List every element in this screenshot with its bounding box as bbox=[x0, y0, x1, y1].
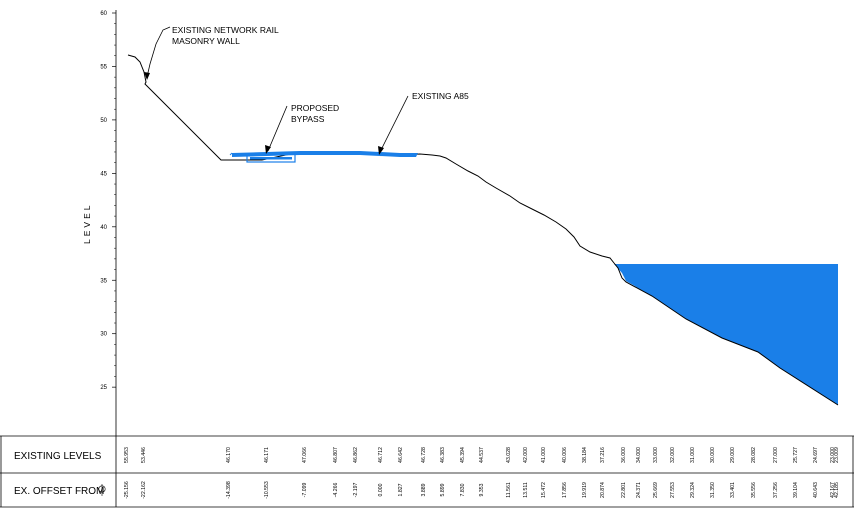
offset-cell: 7.830 bbox=[460, 483, 466, 496]
offset-cell: 42.185 bbox=[834, 482, 840, 498]
table-cells: 55.953 53.446 46.170 46.171 47.066 46.807 46.8… bbox=[124, 447, 840, 499]
level-cell: 47.066 bbox=[302, 447, 308, 463]
offset-cell: 19.919 bbox=[582, 482, 588, 498]
y-tick-label: 55 bbox=[100, 64, 107, 70]
level-cell: 42.000 bbox=[523, 447, 529, 463]
level-cell: 28.082 bbox=[751, 447, 757, 463]
offset-cell: 13.511 bbox=[523, 482, 529, 498]
level-cell: 46.383 bbox=[440, 447, 446, 463]
level-cell: 23.000 bbox=[830, 447, 836, 463]
offset-cell: 9.353 bbox=[479, 483, 485, 496]
bypass-road-fill bbox=[232, 151, 418, 157]
offset-cell: 33.401 bbox=[730, 482, 736, 498]
ground-profile-line bbox=[127, 54, 839, 406]
offset-header: EX. OFFSET FROM bbox=[14, 486, 104, 497]
level-cell: 41.000 bbox=[541, 447, 547, 463]
offset-cell: 31.350 bbox=[710, 482, 716, 498]
annotation-wall-line2: MASONRY WALL bbox=[172, 36, 240, 46]
offset-cell: 5.899 bbox=[440, 483, 446, 496]
level-cell: 27.000 bbox=[773, 447, 779, 463]
level-cell: 46.171 bbox=[264, 447, 270, 463]
level-cell: 55.953 bbox=[124, 447, 130, 463]
y-axis-title: LEVEL bbox=[82, 203, 92, 244]
y-tick-label: 25 bbox=[100, 385, 107, 391]
offset-cell: -14.398 bbox=[226, 481, 232, 499]
bypass-leader-arrow bbox=[265, 145, 271, 154]
level-cell: 53.446 bbox=[141, 447, 147, 463]
a85-leader-line bbox=[379, 95, 409, 153]
offset-cell: -25.156 bbox=[124, 481, 130, 499]
fill-region bbox=[614, 264, 838, 405]
wall-leader-arrow bbox=[144, 72, 150, 80]
annotation-bypass-line2: BYPASS bbox=[291, 114, 325, 124]
annotation-a85: EXISTING A85 bbox=[412, 91, 469, 101]
level-cell: 37.216 bbox=[600, 447, 606, 463]
y-tick-label: 50 bbox=[100, 118, 107, 124]
bypass-box-inner bbox=[250, 157, 292, 160]
y-axis-ticks: 60 55 50 45 40 35 30 25 bbox=[100, 11, 116, 391]
y-tick-label: 30 bbox=[100, 332, 107, 338]
level-cell: 46.712 bbox=[378, 447, 384, 463]
level-cell: 45.394 bbox=[460, 447, 466, 463]
offset-cell: 0.000 bbox=[378, 483, 384, 496]
offset-cell: 35.556 bbox=[751, 482, 757, 498]
y-tick-label: 60 bbox=[100, 11, 107, 17]
level-cell: 44.537 bbox=[479, 447, 485, 463]
offset-cell: 22.801 bbox=[621, 482, 627, 498]
bypass-leader-line bbox=[267, 105, 288, 152]
level-cell: 30.000 bbox=[710, 447, 716, 463]
offset-cell: 25.669 bbox=[653, 482, 659, 498]
y-tick-label: 40 bbox=[100, 225, 107, 231]
offset-cell: 24.371 bbox=[636, 482, 642, 498]
offset-cell: 42.167 bbox=[830, 482, 836, 498]
offset-cell: 29.324 bbox=[690, 482, 696, 498]
existing-levels-header: EXISTING LEVELS bbox=[14, 451, 102, 462]
offset-cell: 39.104 bbox=[793, 482, 799, 498]
level-cell: 46.728 bbox=[421, 447, 427, 463]
y-tick-label: 45 bbox=[100, 171, 107, 177]
offset-cell: 27.553 bbox=[670, 482, 676, 498]
wall-leader-line bbox=[146, 26, 171, 78]
level-cell: 29.000 bbox=[730, 447, 736, 463]
offset-cell: -7.099 bbox=[302, 483, 308, 498]
offset-cell: -22.162 bbox=[141, 481, 147, 499]
annotation-wall-line1: EXISTING NETWORK RAIL bbox=[172, 25, 279, 35]
y-tick-label: 35 bbox=[100, 278, 107, 284]
level-cell: 25.727 bbox=[793, 447, 799, 463]
offset-cell: -2.197 bbox=[353, 483, 359, 498]
centreline-icon bbox=[98, 484, 106, 496]
level-cell: 40.006 bbox=[562, 447, 568, 463]
level-cell: 36.000 bbox=[621, 447, 627, 463]
level-cell: 23.009 bbox=[834, 447, 840, 463]
offset-cell: 17.856 bbox=[562, 482, 568, 498]
level-cell: 46.862 bbox=[353, 447, 359, 463]
level-cell: 38.184 bbox=[582, 447, 588, 463]
offset-cell: -4.266 bbox=[333, 483, 339, 498]
offset-cell: 15.472 bbox=[541, 482, 547, 498]
offset-cell: 3.889 bbox=[421, 483, 427, 496]
data-table: EXISTING LEVELS EX. OFFSET FROM 55.953 53… bbox=[0, 435, 854, 508]
offset-cell: 40.643 bbox=[813, 482, 819, 498]
offset-cell: 11.561 bbox=[506, 482, 512, 498]
a85-leader-arrow bbox=[378, 146, 384, 155]
level-cell: 32.000 bbox=[670, 447, 676, 463]
level-cell: 46.642 bbox=[398, 447, 404, 463]
level-cell: 31.000 bbox=[690, 447, 696, 463]
annotation-bypass-line1: PROPOSED bbox=[291, 103, 339, 113]
level-cell: 33.000 bbox=[653, 447, 659, 463]
level-cell: 46.807 bbox=[333, 447, 339, 463]
level-cell: 24.697 bbox=[813, 447, 819, 463]
level-cell: 43.028 bbox=[506, 447, 512, 463]
offset-cell: 1.827 bbox=[398, 483, 404, 496]
offset-cell: 20.874 bbox=[600, 482, 606, 498]
level-cell: 34.000 bbox=[636, 447, 642, 463]
offset-cell: 37.256 bbox=[773, 482, 779, 498]
bypass-road-edge bbox=[229, 152, 233, 156]
offset-cell: -10.553 bbox=[264, 481, 270, 499]
level-cell: 46.170 bbox=[226, 447, 232, 463]
proposed-bypass bbox=[229, 151, 418, 163]
